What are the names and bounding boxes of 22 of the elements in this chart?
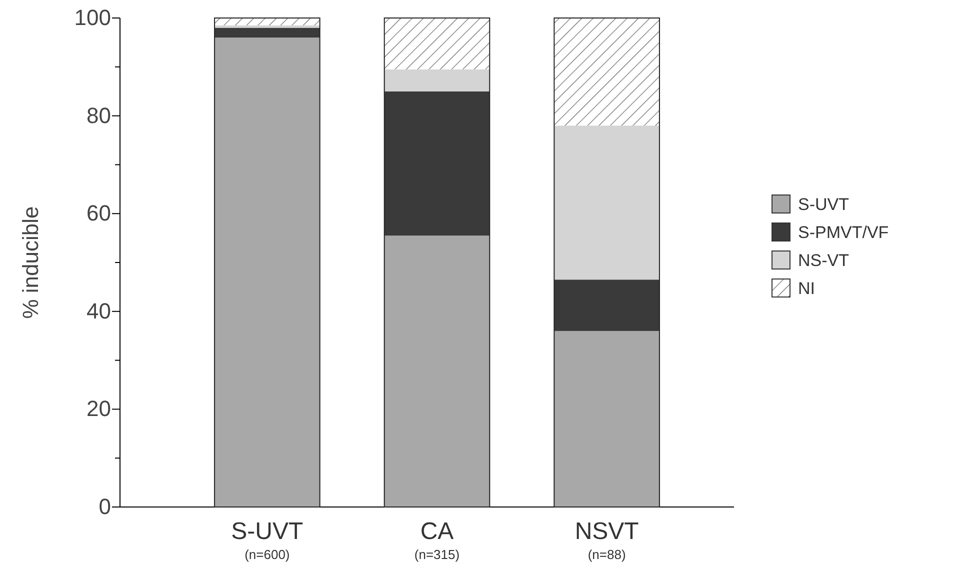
- bar: [214, 25, 320, 28]
- legend-label: NI: [798, 279, 815, 298]
- bar: [384, 69, 490, 92]
- bar: [214, 28, 320, 38]
- legend-label: S-PMVT/VF: [798, 223, 889, 242]
- legend-label: S-UVT: [798, 195, 849, 214]
- bar: [214, 18, 320, 26]
- bar: [384, 91, 490, 236]
- bar: [554, 280, 660, 331]
- bar: [384, 236, 490, 507]
- legend-label: NS-VT: [798, 251, 849, 270]
- y-tick-label: 100: [74, 5, 111, 30]
- bar: [554, 18, 660, 126]
- y-tick-label: 20: [86, 396, 111, 422]
- bar: [384, 18, 490, 70]
- y-tick-label: 60: [86, 200, 111, 226]
- y-axis-title: % inducible: [18, 206, 43, 319]
- bar: [554, 330, 660, 507]
- bar: [554, 126, 660, 280]
- y-tick-label: 80: [86, 102, 111, 128]
- y-tick-label: 40: [86, 298, 111, 324]
- y-tick-label: 0: [98, 494, 111, 520]
